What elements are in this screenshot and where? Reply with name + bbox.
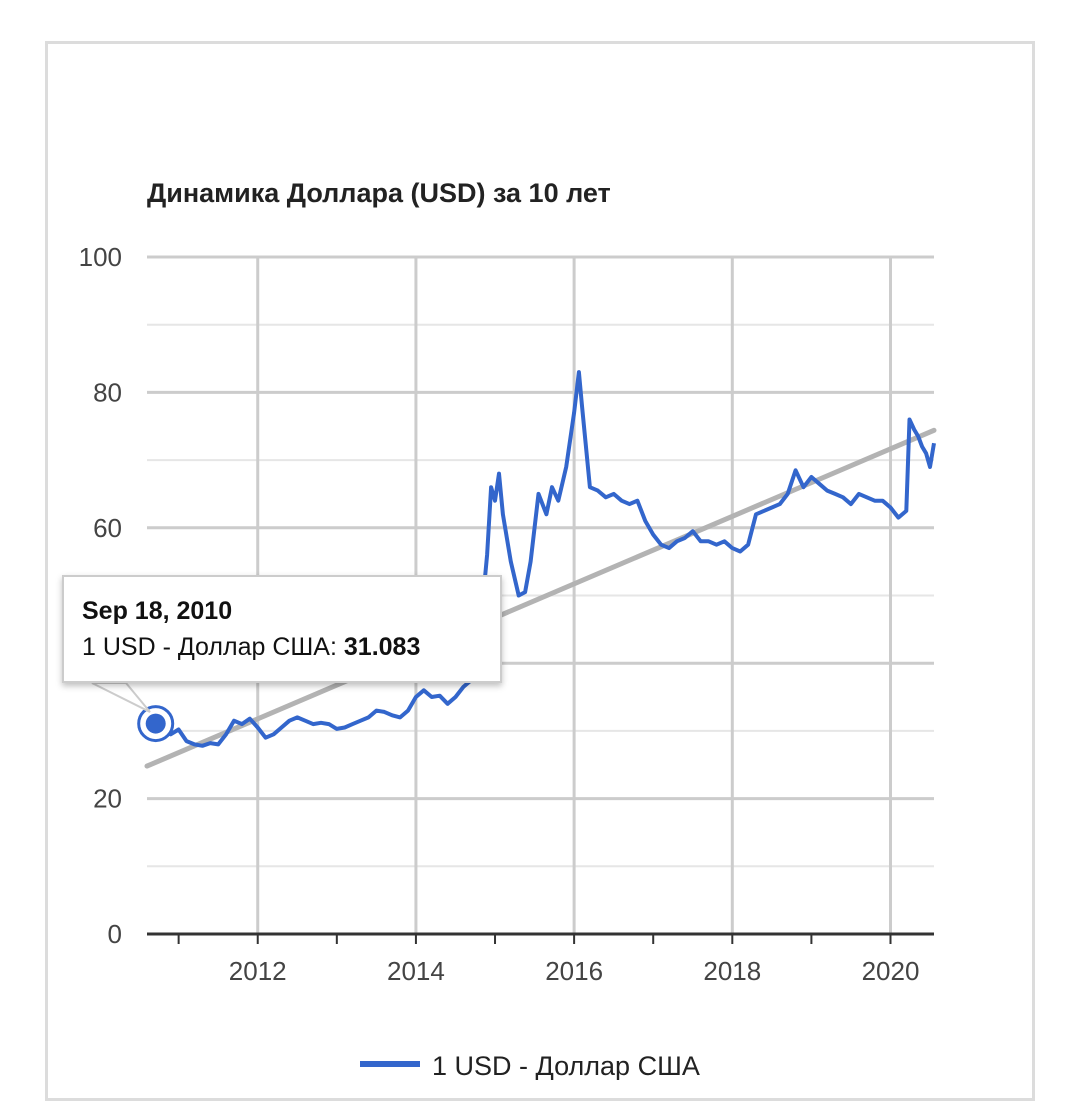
- chart-title: Динамика Доллара (USD) за 10 лет: [147, 178, 611, 208]
- tooltip-value: 31.083: [343, 633, 421, 661]
- axes: 2012 2014 2016 2018 2020 0 20 60 80 100: [79, 242, 934, 986]
- x-tick-label: 2016: [545, 956, 603, 986]
- x-tick-label: 2018: [703, 956, 761, 986]
- y-tick-label: 20: [93, 784, 122, 814]
- tooltip-date: Sep 18, 2010: [82, 597, 233, 625]
- x-tick-label: 2012: [229, 956, 287, 986]
- highlight-point: [145, 713, 166, 734]
- y-tick-label: 80: [93, 377, 122, 407]
- legend-label: 1 USD - Доллар США: [432, 1051, 700, 1080]
- legend[interactable]: 1 USD - Доллар США: [360, 1051, 700, 1080]
- grid: [147, 255, 934, 934]
- chart-frame: [45, 41, 1035, 1101]
- series-line-usd: [154, 370, 936, 748]
- tooltip-line: 1 USD - Доллар США: 31.083: [82, 627, 482, 667]
- y-tick-label: 0: [108, 919, 122, 949]
- highlight-point-layer: [137, 705, 175, 743]
- y-tick-label: 60: [93, 513, 122, 543]
- series-layer: [154, 370, 936, 748]
- x-tick-label: 2020: [862, 956, 920, 986]
- x-tick-label: 2014: [387, 956, 445, 986]
- tooltip: Sep 18, 2010 1 USD - Доллар США: 31.083: [62, 575, 502, 683]
- tooltip-pointer: [91, 682, 151, 713]
- y-tick-label: 100: [79, 242, 122, 272]
- tooltip-series-label: 1 USD - Доллар США:: [82, 633, 337, 661]
